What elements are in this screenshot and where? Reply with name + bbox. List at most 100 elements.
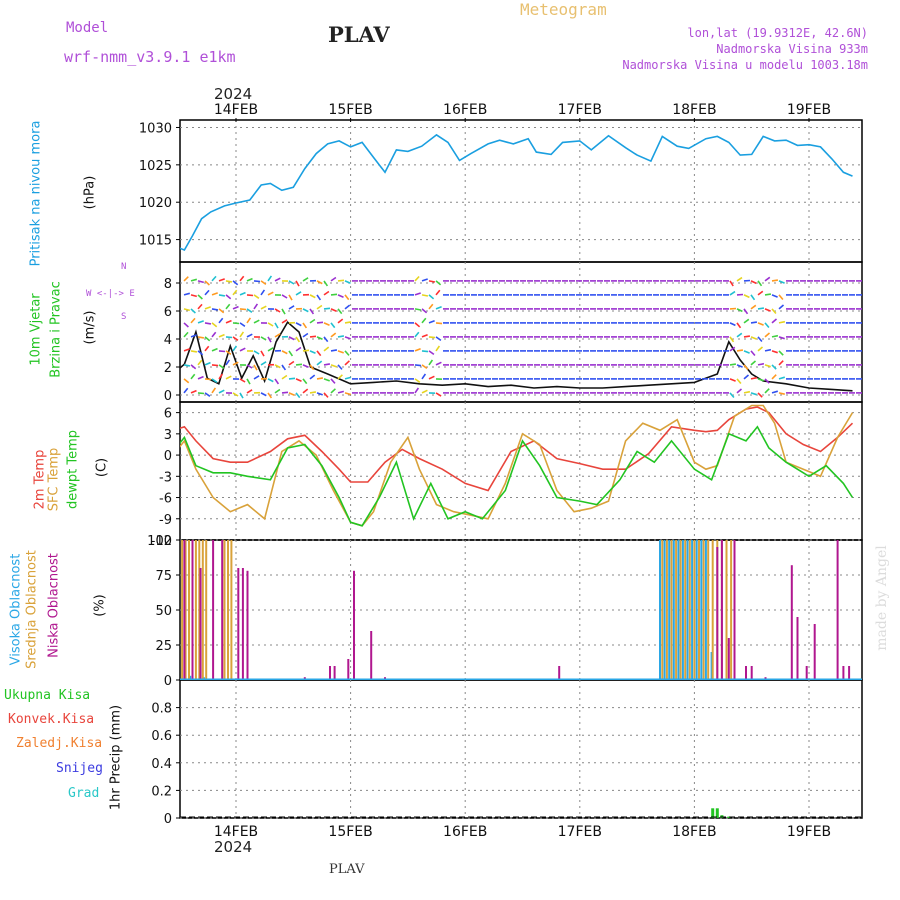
wind-barb xyxy=(771,350,778,354)
wind-barb xyxy=(771,318,778,324)
wind-barb xyxy=(428,319,435,324)
wind-barb xyxy=(183,331,189,338)
precip-total-bar xyxy=(727,816,731,818)
wind-barb xyxy=(421,308,428,314)
wind-barb xyxy=(232,392,239,397)
wind-barb xyxy=(197,336,205,339)
wind-barb xyxy=(750,360,757,366)
wind-barb xyxy=(267,392,273,399)
cloud-low-bar xyxy=(796,617,799,680)
wind-barb xyxy=(253,364,258,371)
wind-barb xyxy=(197,303,203,310)
wind-barb xyxy=(225,303,231,310)
precip-total-bar xyxy=(711,808,715,818)
wind-barb xyxy=(316,304,323,310)
cloud-high-bar xyxy=(700,540,703,680)
wind-barb xyxy=(183,308,191,312)
wind-barb xyxy=(750,392,757,396)
wind-barb xyxy=(323,307,331,310)
wind-barb xyxy=(757,362,765,366)
wind-barb xyxy=(757,378,764,382)
cloud-mid-bar xyxy=(230,540,233,680)
ytick-label-precip: 0.6 xyxy=(151,729,172,744)
wind-barb xyxy=(316,321,324,324)
wind-barb xyxy=(750,336,757,340)
cloud-high-bar xyxy=(663,540,666,680)
wind-barb xyxy=(771,374,777,380)
wind-barb xyxy=(281,319,288,324)
wind-barb xyxy=(274,388,281,394)
wind-barb xyxy=(218,294,226,297)
wind-barb xyxy=(302,308,309,313)
wind-barb xyxy=(225,319,232,324)
wind-barb xyxy=(183,348,190,352)
precip-legend-conv: Konvek.Kisa xyxy=(8,712,95,727)
wind-barb xyxy=(757,290,764,296)
wind-barb xyxy=(183,364,191,367)
ytick-label-temperature: -3 xyxy=(159,470,172,485)
wind-barb xyxy=(190,373,196,380)
wind-barb xyxy=(757,346,764,352)
wind-barb xyxy=(435,289,441,296)
cloud-mid-bar xyxy=(698,540,700,680)
wind-barb xyxy=(197,350,204,356)
cloud-high-bar xyxy=(659,540,661,680)
wind-barb xyxy=(246,364,253,369)
wind-barb xyxy=(225,359,231,366)
wind-barb xyxy=(344,376,352,380)
wind-barb xyxy=(190,334,197,338)
wind-barb xyxy=(267,291,274,296)
cloud-low-bar xyxy=(813,624,816,680)
wind-barb xyxy=(274,322,279,329)
wind-barb xyxy=(204,322,212,325)
wind-barb xyxy=(421,333,428,338)
wind-barb xyxy=(190,308,196,314)
wind-barb xyxy=(288,336,295,341)
cloud-low-bar xyxy=(199,568,202,680)
cloud-mid-bar xyxy=(665,540,668,680)
wind-barb xyxy=(211,292,218,296)
wind-barb xyxy=(218,364,225,369)
wind-barb xyxy=(323,290,330,296)
wind-barb xyxy=(295,346,302,352)
wind-barb xyxy=(428,280,436,283)
wind-barb xyxy=(750,304,757,310)
date-label-bottom: 18FEB xyxy=(672,824,716,840)
wind-barb xyxy=(190,350,198,353)
wind-barb xyxy=(435,392,442,397)
cloud-mid-bar xyxy=(684,540,687,680)
wind-barb xyxy=(288,294,293,301)
wind-barb xyxy=(421,294,429,297)
wind-barb xyxy=(337,350,344,354)
wind-barb xyxy=(736,332,743,338)
cloud-mid-bar xyxy=(725,540,728,680)
cloud-low-bar xyxy=(329,666,331,680)
cloud-low-bar xyxy=(353,570,355,680)
cloud-mid-bar xyxy=(205,540,208,680)
model-label: Model xyxy=(66,20,109,36)
cloud-mid-bar xyxy=(184,540,187,680)
wind-barb xyxy=(435,336,442,342)
cloud-mid-bar xyxy=(670,540,673,680)
cloud-low-bar xyxy=(720,540,723,680)
ytick-label-clouds: 100 xyxy=(147,534,172,549)
wind-barb xyxy=(736,364,743,368)
wind-barb xyxy=(288,280,295,285)
cloud-low-bar xyxy=(733,540,736,680)
wind-barb xyxy=(232,289,238,296)
wind-barb xyxy=(757,307,765,310)
cloud-mid-bar xyxy=(730,540,733,680)
wind-barb xyxy=(323,363,331,366)
station-title: PLAV xyxy=(328,22,390,47)
wind-barb xyxy=(330,322,336,329)
cloud-low-bar xyxy=(347,659,350,680)
wind-barb xyxy=(246,294,254,297)
wind-barb xyxy=(764,308,771,312)
date-label-bottom: 15FEB xyxy=(328,824,372,840)
ytick-label-temperature: 3 xyxy=(164,428,172,443)
wind-barb xyxy=(736,276,743,282)
wind-barb xyxy=(778,336,785,340)
wind-barb xyxy=(302,322,308,329)
ytick-label-clouds: 50 xyxy=(155,604,172,619)
